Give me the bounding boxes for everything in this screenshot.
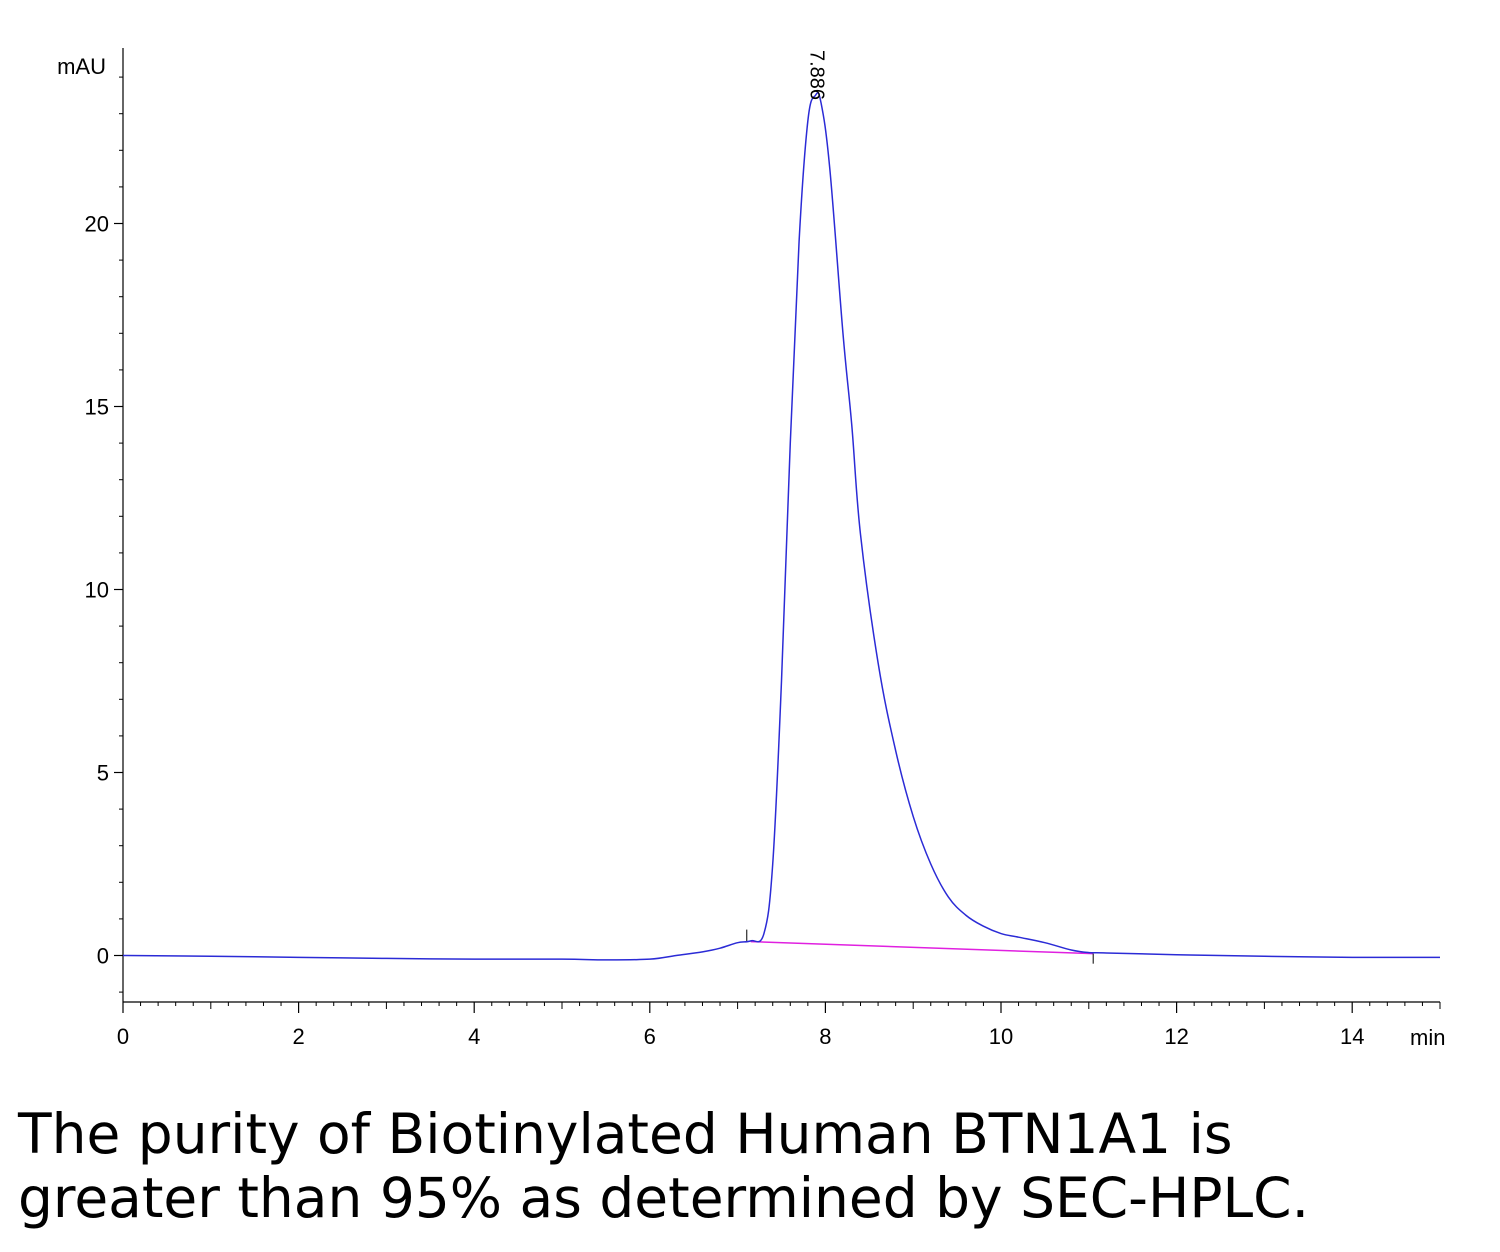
x-tick-label: 14: [1340, 1024, 1364, 1049]
y-tick-label: 15: [85, 395, 109, 420]
signal-trace: [122, 92, 1441, 961]
x-tick-label: 0: [117, 1024, 129, 1049]
axes: 0 5 10 15 20 0 2 4 6 8 10 12 14: [85, 48, 1441, 1049]
plot-area: 7.886: [122, 50, 1441, 964]
caption-line-1: The purity of Biotinylated Human BTN1A1 …: [18, 1102, 1233, 1166]
caption-line-2: greater than 95% as determined by SEC-HP…: [18, 1166, 1310, 1230]
purity-caption: The purity of Biotinylated Human BTN1A1 …: [18, 1102, 1488, 1230]
peak-retention-time-label: 7.886: [805, 50, 827, 100]
y-tick-label: 20: [85, 212, 109, 237]
y-axis-unit-label: mAU: [57, 54, 106, 79]
integration-baseline: [750, 940, 1094, 955]
chromatogram-chart: 0 5 10 15 20 0 2 4 6 8 10 12 14 7.886 mAU min: [57, 48, 1445, 1050]
x-tick-label: 10: [989, 1024, 1013, 1049]
x-tick-label: 4: [468, 1024, 480, 1049]
y-tick-label: 10: [85, 578, 109, 603]
x-tick-label: 12: [1164, 1024, 1188, 1049]
x-tick-label: 8: [819, 1024, 831, 1049]
x-tick-label: 6: [644, 1024, 656, 1049]
x-axis-unit-label: min: [1410, 1025, 1445, 1050]
x-tick-label: 2: [292, 1024, 304, 1049]
y-tick-label: 0: [97, 944, 109, 969]
y-tick-label: 5: [97, 761, 109, 786]
